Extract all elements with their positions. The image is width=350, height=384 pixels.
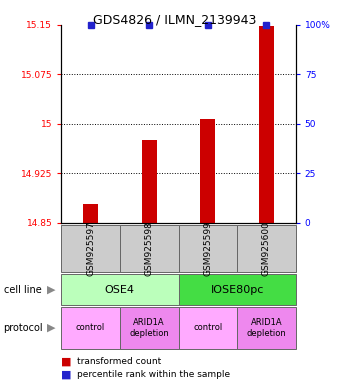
Text: control: control [193, 323, 223, 333]
Bar [83, 204, 98, 223]
Bar [201, 119, 215, 223]
Text: protocol: protocol [4, 323, 43, 333]
Text: percentile rank within the sample: percentile rank within the sample [77, 370, 230, 379]
Text: GSM925598: GSM925598 [145, 221, 154, 276]
Text: ARID1A
depletion: ARID1A depletion [129, 318, 169, 338]
Text: ARID1A
depletion: ARID1A depletion [246, 318, 286, 338]
Text: ■: ■ [61, 357, 72, 367]
Text: GSM925597: GSM925597 [86, 221, 95, 276]
Text: GSM925600: GSM925600 [262, 221, 271, 276]
Text: IOSE80pc: IOSE80pc [210, 285, 264, 295]
Text: GSM925599: GSM925599 [203, 221, 212, 276]
Text: transformed count: transformed count [77, 357, 161, 366]
Text: GDS4826 / ILMN_2139943: GDS4826 / ILMN_2139943 [93, 13, 257, 26]
Bar [142, 140, 156, 223]
Text: OSE4: OSE4 [105, 285, 135, 295]
Text: control: control [76, 323, 105, 333]
Bar [259, 26, 274, 223]
Text: cell line: cell line [4, 285, 41, 295]
Text: ▶: ▶ [47, 285, 55, 295]
Text: ▶: ▶ [47, 323, 55, 333]
Text: ■: ■ [61, 369, 72, 379]
